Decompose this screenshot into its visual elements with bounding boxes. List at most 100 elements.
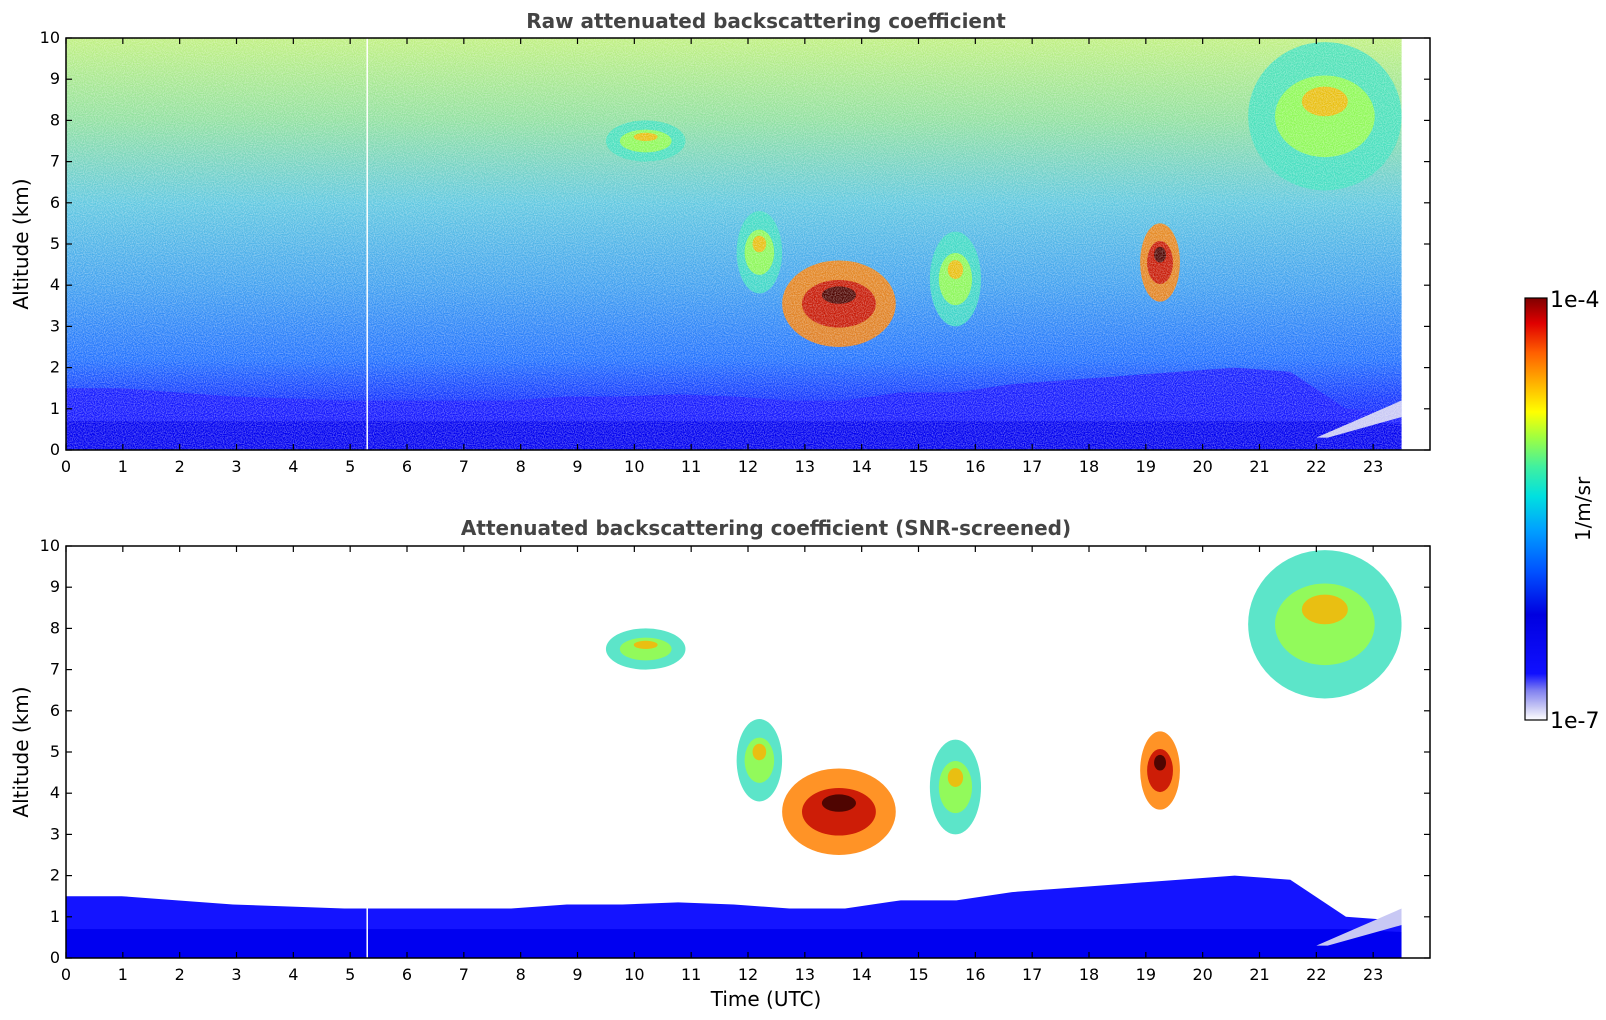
x-tick-label: 3 <box>231 965 241 984</box>
cloud-peak <box>633 640 658 649</box>
x-tick-label: 15 <box>908 457 928 476</box>
x-tick-label: 19 <box>1136 965 1156 984</box>
x-tick-label: 14 <box>851 965 871 984</box>
boundary-layer-core <box>66 929 1402 958</box>
y-tick-label: 4 <box>50 783 60 802</box>
x-tick-label: 22 <box>1306 457 1326 476</box>
raw-noise-overlay <box>66 38 1430 450</box>
x-tick-label: 13 <box>795 457 815 476</box>
y-tick-label: 1 <box>50 907 60 926</box>
x-tick-label: 5 <box>345 457 355 476</box>
y-tick-label: 6 <box>50 701 60 720</box>
y-tick-label: 0 <box>50 440 60 459</box>
x-tick-label: 23 <box>1363 965 1383 984</box>
x-tick-label: 10 <box>624 457 644 476</box>
y-tick-label: 8 <box>50 618 60 637</box>
x-tick-label: 20 <box>1192 457 1212 476</box>
colorbar: 1e-4 1e-7 1/m/sr <box>1524 288 1599 734</box>
x-tick-label: 6 <box>402 457 412 476</box>
x-tick-label: 12 <box>738 965 758 984</box>
cloud-core <box>619 637 672 661</box>
y-tick-label: 9 <box>50 69 60 88</box>
y-tick-label: 4 <box>50 275 60 294</box>
panel-snr-xlabel: Time (UTC) <box>710 987 822 1011</box>
x-tick-label: 11 <box>681 965 701 984</box>
x-tick-label: 1 <box>118 965 128 984</box>
x-tick-label: 21 <box>1249 965 1269 984</box>
y-tick-label: 3 <box>50 316 60 335</box>
raw-yticks: 0 1 2 3 4 5 6 7 8 9 10 <box>40 28 1430 459</box>
panel-raw-title: Raw attenuated backscattering coefficien… <box>526 9 1006 33</box>
y-tick-label: 8 <box>50 110 60 129</box>
panel-snr-ylabel: Altitude (km) <box>9 686 33 817</box>
x-tick-label: 5 <box>345 965 355 984</box>
panel-snr-plot <box>66 546 1430 958</box>
snr-features <box>66 546 1430 958</box>
panel-raw-plot <box>66 38 1459 450</box>
cloud-peak <box>947 768 964 788</box>
cloud-peak <box>821 794 856 812</box>
colorbar-unit-label: 1/m/sr <box>1571 476 1595 541</box>
x-tick-label: 0 <box>61 965 71 984</box>
y-tick-label: 9 <box>50 577 60 596</box>
panel-raw-ylabel: Altitude (km) <box>9 178 33 309</box>
panel-snr-title: Attenuated backscattering coefficient (S… <box>461 516 1071 540</box>
y-tick-label: 7 <box>50 152 60 171</box>
snr-yticks: 0 1 2 3 4 5 6 7 8 9 10 <box>40 536 1430 967</box>
y-tick-label: 10 <box>40 28 60 47</box>
x-tick-label: 19 <box>1136 457 1156 476</box>
x-tick-label: 13 <box>795 965 815 984</box>
colorbar-max-label: 1e-4 <box>1550 288 1599 313</box>
x-tick-label: 3 <box>231 457 241 476</box>
y-tick-label: 0 <box>50 948 60 967</box>
x-tick-label: 7 <box>459 965 469 984</box>
x-tick-label: 6 <box>402 965 412 984</box>
y-tick-label: 1 <box>50 399 60 418</box>
y-tick-label: 2 <box>50 866 60 885</box>
x-tick-label: 9 <box>572 965 582 984</box>
x-tick-label: 4 <box>288 965 298 984</box>
x-tick-label: 8 <box>516 965 526 984</box>
snr-xticks: 0 1 2 3 4 5 6 7 8 9 10 11 12 13 14 15 16 17 18 19 20 21 22 23 <box>61 546 1383 984</box>
cloud-core <box>1274 583 1375 666</box>
cloud-core <box>1147 749 1173 793</box>
x-tick-label: 23 <box>1363 457 1383 476</box>
x-tick-label: 1 <box>118 457 128 476</box>
x-tick-label: 16 <box>965 965 985 984</box>
residual-layer <box>1316 908 1402 946</box>
x-tick-label: 8 <box>516 457 526 476</box>
x-tick-label: 22 <box>1306 965 1326 984</box>
x-tick-label: 2 <box>175 965 185 984</box>
cloud-peak <box>1301 594 1348 625</box>
colorbar-gradient <box>1524 297 1548 721</box>
x-tick-label: 21 <box>1249 457 1269 476</box>
y-tick-label: 3 <box>50 824 60 843</box>
y-tick-label: 10 <box>40 536 60 555</box>
x-tick-label: 20 <box>1192 965 1212 984</box>
cloud-peak <box>752 743 767 761</box>
raw-xticks: 0 1 2 3 4 5 6 7 8 9 10 11 12 13 14 15 16 17 18 19 20 21 22 23 <box>61 38 1383 476</box>
x-tick-label: 17 <box>1022 965 1042 984</box>
cloud-peak <box>1154 754 1167 771</box>
x-tick-label: 2 <box>175 457 185 476</box>
x-tick-label: 18 <box>1079 457 1099 476</box>
x-tick-label: 4 <box>288 457 298 476</box>
y-tick-label: 6 <box>50 193 60 212</box>
x-tick-label: 15 <box>908 965 928 984</box>
x-tick-label: 18 <box>1079 965 1099 984</box>
y-tick-label: 2 <box>50 358 60 377</box>
y-tick-label: 7 <box>50 660 60 679</box>
panel-raw: Raw attenuated backscattering coefficien… <box>9 9 1459 476</box>
cloud-core <box>938 760 973 814</box>
x-tick-label: 10 <box>624 965 644 984</box>
colorbar-min-label: 1e-7 <box>1550 709 1599 734</box>
x-tick-label: 7 <box>459 457 469 476</box>
x-tick-label: 12 <box>738 457 758 476</box>
x-tick-label: 14 <box>851 457 871 476</box>
y-tick-label: 5 <box>50 234 60 253</box>
x-tick-label: 0 <box>61 457 71 476</box>
raw-missing-data <box>1439 38 1459 450</box>
panel-snr: Attenuated backscattering coefficient (S… <box>9 516 1431 1011</box>
x-tick-label: 9 <box>572 457 582 476</box>
